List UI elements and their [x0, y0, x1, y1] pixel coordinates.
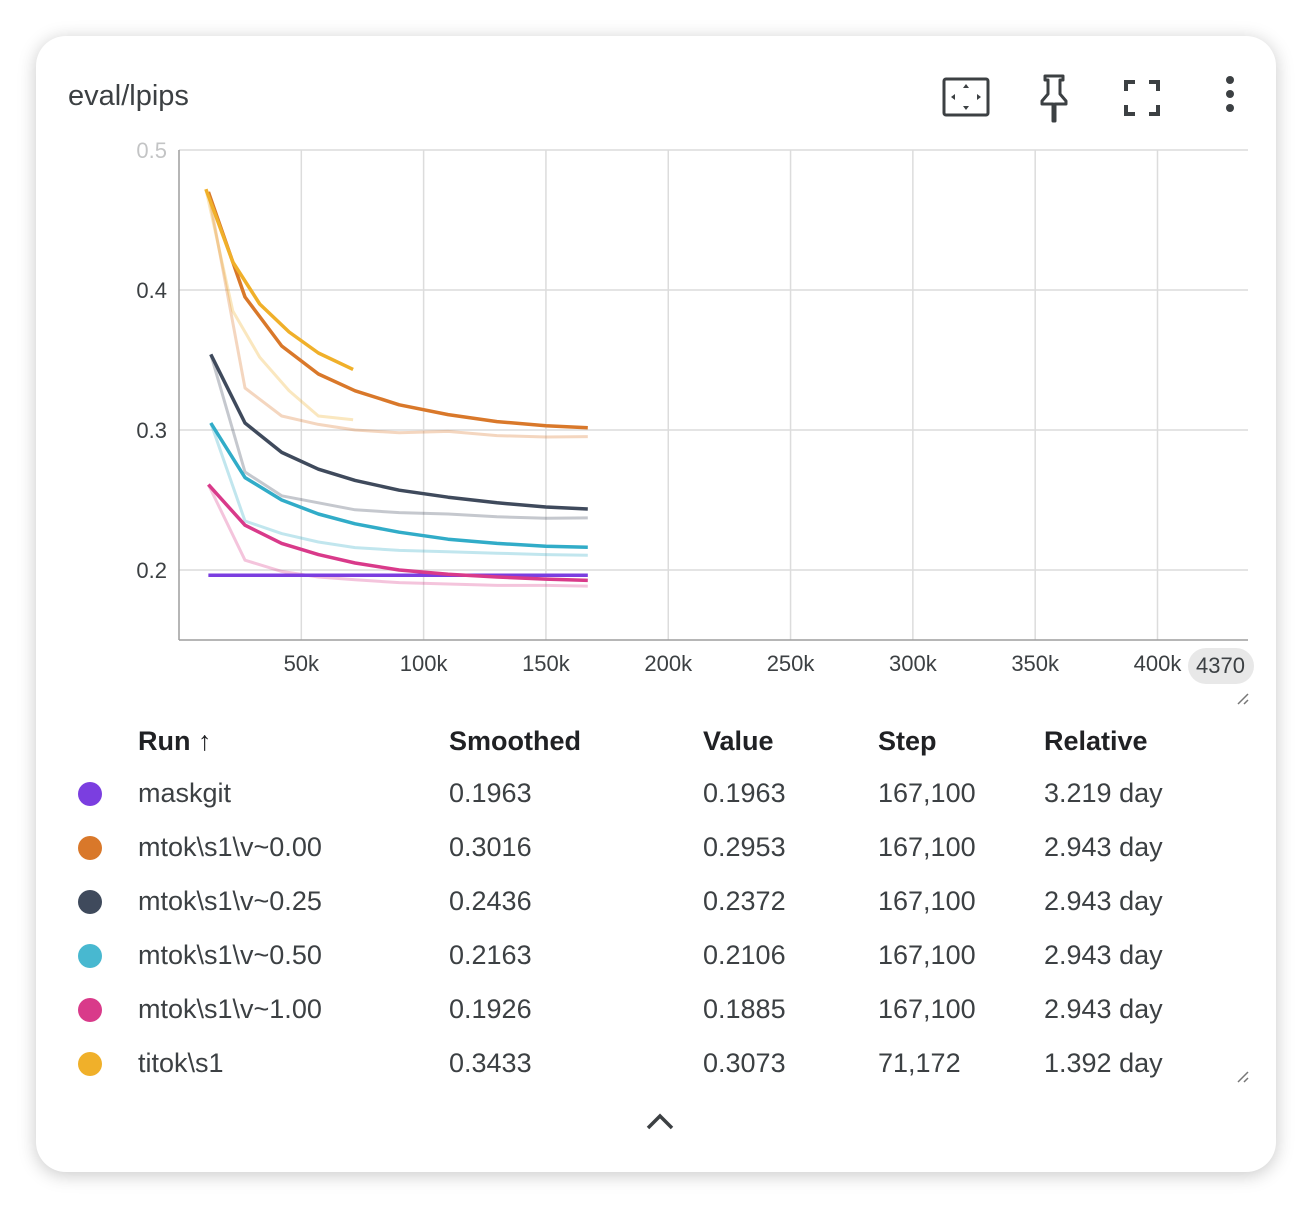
fit-domain-icon [942, 77, 990, 117]
pin-button[interactable] [1026, 70, 1082, 126]
y-tick-label: 0.4 [136, 278, 167, 303]
run-name-cell: maskgit [138, 777, 232, 808]
run-color-cell [66, 766, 138, 820]
runs-table: Run ↑ Smoothed Value Step Relative maskg… [66, 716, 1244, 1090]
chart-resize-handle[interactable] [1232, 688, 1250, 706]
x-tick-label: 200k [644, 651, 693, 676]
raw-line [207, 483, 588, 588]
y-tick-label: 0.2 [136, 558, 167, 583]
step-header[interactable]: Step [878, 725, 937, 756]
value-cell: 0.3073 [703, 1047, 786, 1078]
raw-line [209, 422, 588, 557]
value-header[interactable]: Value [703, 725, 774, 756]
x-edge-label: 4370 [1196, 653, 1245, 678]
smoothed-cell: 0.3433 [449, 1047, 532, 1078]
run-color-cell [66, 1036, 138, 1090]
scalar-card: eval/lpips 0.2 0.3 0.4 0.5 50k 100k 150k 200k 25… [36, 36, 1276, 1172]
run-name-cell: mtok\s1\v~0.25 [138, 885, 322, 916]
run-color-dot [78, 1052, 102, 1077]
value-cell: 0.1963 [703, 777, 786, 808]
smoothed-line [204, 188, 354, 371]
run-color-dot [78, 836, 102, 861]
value-cell: 0.2372 [703, 885, 786, 916]
table-row[interactable]: mtok\s1\v~0.25 0.2436 0.2372 167,100 2.943 d… [66, 874, 1244, 928]
step-cell: 167,100 [878, 885, 976, 916]
fullscreen-icon [1124, 80, 1160, 116]
fit-domain-button[interactable] [938, 70, 994, 126]
run-color-cell [66, 820, 138, 874]
y-tick-label: 0.5 [136, 138, 167, 163]
smoothed-cell: 0.2436 [449, 885, 532, 916]
card-title: eval/lpips [68, 80, 189, 112]
run-header[interactable]: Run ↑ [138, 725, 212, 756]
pin-icon [1040, 74, 1068, 123]
run-color-cell [66, 982, 138, 1036]
table-row[interactable]: mtok\s1\v~1.00 0.1926 0.1885 167,100 2.943 d… [66, 982, 1244, 1036]
run-name-cell: mtok\s1\v~1.00 [138, 993, 322, 1024]
run-color-dot [78, 782, 102, 807]
smoothed-cell: 0.1963 [449, 777, 532, 808]
value-cell: 0.2106 [703, 939, 786, 970]
table-row[interactable]: mtok\s1\v~0.50 0.2163 0.2106 167,100 2.943 d… [66, 928, 1244, 982]
more-vert-icon [1226, 76, 1234, 112]
relative-cell: 2.943 day [1044, 939, 1163, 970]
chevron-up-icon [646, 1113, 674, 1130]
relative-cell: 2.943 day [1044, 885, 1163, 916]
smoothed-line [206, 191, 588, 430]
run-color-cell [66, 928, 138, 982]
step-cell: 71,172 [878, 1047, 961, 1078]
run-color-dot [78, 944, 102, 969]
x-tick-label: 50k [284, 651, 320, 676]
more-menu-button[interactable] [1202, 70, 1258, 126]
smoothed-cell: 0.2163 [449, 939, 532, 970]
run-name-cell: mtok\s1\v~0.50 [138, 939, 322, 970]
line-chart[interactable]: 0.2 0.3 0.4 0.5 50k 100k 150k 200k 250k 300k 350k 4… [36, 36, 1276, 716]
fullscreen-button[interactable] [1114, 70, 1170, 126]
x-tick-label: 400k [1134, 651, 1183, 676]
collapse-button[interactable] [640, 1106, 680, 1136]
smoothed-header[interactable]: Smoothed [449, 725, 581, 756]
smoothed-cell: 0.3016 [449, 831, 532, 862]
run-color-dot [78, 998, 102, 1023]
relative-cell: 1.392 day [1044, 1047, 1163, 1078]
x-tick-label: 350k [1011, 651, 1060, 676]
table-row[interactable]: titok\s1 0.3433 0.3073 71,172 1.392 day [66, 1036, 1244, 1090]
table-row[interactable]: maskgit 0.1963 0.1963 167,100 3.219 day [66, 766, 1244, 820]
value-cell: 0.2953 [703, 831, 786, 862]
relative-cell: 3.219 day [1044, 777, 1163, 808]
raw-line [206, 191, 588, 439]
x-tick-label: 250k [767, 651, 816, 676]
step-cell: 167,100 [878, 939, 976, 970]
step-cell: 167,100 [878, 831, 976, 862]
relative-cell: 2.943 day [1044, 993, 1163, 1024]
y-tick-label: 0.3 [136, 418, 167, 443]
relative-header[interactable]: Relative [1044, 725, 1148, 756]
x-tick-label: 100k [400, 651, 449, 676]
run-name-cell: titok\s1 [138, 1047, 224, 1078]
smoothed-line [209, 422, 588, 549]
step-cell: 167,100 [878, 777, 976, 808]
table-resize-handle[interactable] [1232, 1066, 1250, 1084]
x-tick-label: 150k [522, 651, 571, 676]
smoothed-cell: 0.1926 [449, 993, 532, 1024]
color-header [66, 716, 138, 766]
run-color-dot [78, 890, 102, 915]
smoothed-line [207, 483, 588, 583]
x-tick-label: 300k [889, 651, 938, 676]
step-cell: 167,100 [878, 993, 976, 1024]
table-header-row: Run ↑ Smoothed Value Step Relative [66, 716, 1244, 766]
run-color-cell [66, 874, 138, 928]
run-name-cell: mtok\s1\v~0.00 [138, 831, 322, 862]
raw-line [204, 188, 354, 422]
relative-cell: 2.943 day [1044, 831, 1163, 862]
smoothed-line [209, 353, 588, 511]
raw-line [209, 353, 588, 520]
table-row[interactable]: mtok\s1\v~0.00 0.3016 0.2953 167,100 2.943 d… [66, 820, 1244, 874]
x-edge-pill [1188, 648, 1254, 684]
value-cell: 0.1885 [703, 993, 786, 1024]
